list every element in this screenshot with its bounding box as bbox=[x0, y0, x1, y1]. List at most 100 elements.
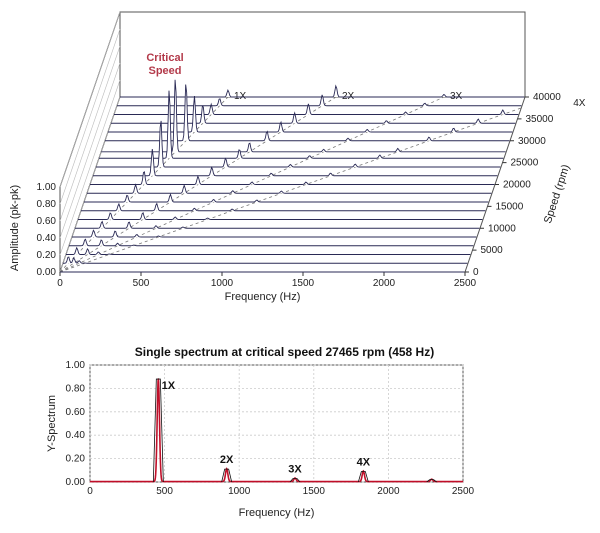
waterfall-plot: 0.00 0.20 0.40 0.60 0.80 1.00 0 500 1000 1500 2000… bbox=[9, 11, 586, 303]
spectrum-point bbox=[225, 469, 227, 471]
speed-tick-label: 40000 bbox=[533, 92, 561, 103]
spectrum-point bbox=[156, 420, 158, 422]
spectrum-trace bbox=[99, 90, 504, 159]
spectrum-point bbox=[159, 420, 160, 422]
y-tick-label: 0.00 bbox=[66, 477, 86, 488]
spectrum-point bbox=[363, 473, 365, 475]
amplitude-axis-title: Amplitude (pk-pk) bbox=[9, 185, 21, 271]
y-tick-label: 1.00 bbox=[66, 360, 86, 371]
x-tick-label: 1500 bbox=[303, 486, 326, 497]
spectrum-point bbox=[158, 390, 160, 392]
y-axis-title: Y-Spectrum bbox=[46, 395, 58, 452]
amplitude-gridline bbox=[59, 79, 121, 256]
speed-tick-label: 0 bbox=[473, 267, 479, 278]
spectrum-point bbox=[224, 475, 226, 477]
speed-tick-label: 15000 bbox=[496, 201, 524, 212]
critical-speed-label-line1: Critical bbox=[146, 52, 183, 64]
spectrum-point bbox=[158, 404, 160, 406]
spectrum-point bbox=[224, 477, 226, 479]
spectrum-point bbox=[223, 479, 225, 481]
y-tick-label: 0.60 bbox=[66, 407, 86, 418]
spectrum-point bbox=[159, 436, 161, 437]
spectrum-trace bbox=[81, 202, 486, 212]
speed-tick-label: 25000 bbox=[511, 158, 539, 169]
speed-tick-label: 5000 bbox=[481, 245, 504, 256]
spectrum-point bbox=[228, 478, 230, 480]
spectrum-trace bbox=[69, 238, 474, 247]
spectrum-point bbox=[227, 471, 228, 473]
spectrum-trace bbox=[84, 193, 489, 203]
spectrum-trace bbox=[87, 183, 492, 194]
speed-tick-label: 20000 bbox=[503, 180, 531, 191]
frequency-tick-label: 2500 bbox=[454, 278, 477, 289]
amplitude-tick-label: 1.00 bbox=[37, 182, 57, 193]
spectrum-trace bbox=[75, 220, 480, 229]
frequency-tick-label: 0 bbox=[57, 278, 63, 289]
spectrum-point bbox=[160, 477, 162, 479]
spectrum-point bbox=[364, 477, 366, 479]
spectrum-point bbox=[462, 481, 464, 482]
spectrum-point bbox=[228, 479, 230, 481]
spectrum-point bbox=[226, 469, 228, 471]
speed-tick-label: 35000 bbox=[526, 114, 554, 125]
amplitude-tick-label: 0.20 bbox=[37, 250, 57, 261]
x-tick-label: 2500 bbox=[452, 486, 475, 497]
spectrum-trace bbox=[62, 256, 468, 264]
spectrum-point bbox=[154, 477, 156, 479]
amplitude-tick-label: 0.00 bbox=[37, 267, 57, 278]
spectrum-point bbox=[225, 473, 226, 475]
spectrum-point bbox=[157, 404, 158, 406]
spectrum-trace bbox=[111, 105, 516, 124]
spectrum-point bbox=[160, 468, 162, 470]
spectrum-point bbox=[160, 474, 162, 475]
speed-axis-title: Speed (rpm) bbox=[542, 163, 572, 225]
x-tick-label: 1000 bbox=[228, 486, 251, 497]
spectrum-trace bbox=[105, 84, 510, 142]
peak-label: 3X bbox=[288, 463, 302, 475]
spectrum-point bbox=[228, 477, 229, 479]
peak-outline bbox=[289, 478, 301, 483]
spectrum-trace bbox=[93, 149, 498, 177]
spectrum-point bbox=[227, 473, 229, 475]
spectrum-point bbox=[155, 468, 157, 470]
spectrum-point bbox=[161, 479, 163, 481]
frequency-tick-label: 500 bbox=[133, 278, 150, 289]
amplitude-gridline bbox=[59, 28, 121, 205]
chart-title: Single spectrum at critical speed 27465 … bbox=[135, 345, 434, 359]
x-tick-label: 500 bbox=[156, 486, 173, 497]
peak-outline bbox=[357, 471, 369, 483]
spectrum-point bbox=[224, 478, 225, 480]
spectrum-point bbox=[158, 381, 160, 383]
frequency-tick-label: 2000 bbox=[373, 278, 396, 289]
x-tick-label: 0 bbox=[87, 486, 93, 497]
spectrum-point bbox=[154, 480, 156, 482]
spectrum-point bbox=[227, 475, 229, 477]
y-tick-label: 0.80 bbox=[66, 383, 86, 394]
plot-area bbox=[89, 364, 464, 483]
frequency-tick-label: 1500 bbox=[292, 278, 315, 289]
peak-label: 1X bbox=[162, 380, 176, 392]
spectrum-point bbox=[361, 477, 362, 479]
spectrum-point bbox=[159, 449, 161, 451]
amplitude-gridline bbox=[59, 45, 121, 222]
spectrum-trace bbox=[66, 246, 471, 255]
spectrum-point bbox=[160, 460, 161, 462]
amplitude-gridline bbox=[59, 11, 121, 188]
spectrum-point bbox=[156, 436, 158, 437]
spectrum-trace bbox=[78, 212, 483, 220]
spectrum-point bbox=[364, 476, 366, 478]
speed-tick-label: 30000 bbox=[518, 136, 546, 147]
x-tick-label: 2000 bbox=[377, 486, 400, 497]
spectrum-point bbox=[364, 474, 365, 476]
spectrum-trace bbox=[96, 120, 501, 168]
spectrum-point bbox=[155, 460, 157, 462]
x-axis-title: Frequency (Hz) bbox=[239, 507, 315, 519]
amplitude-tick-label: 0.40 bbox=[37, 233, 57, 244]
peak-outline bbox=[426, 479, 437, 483]
spectrum-point bbox=[362, 471, 364, 473]
peak-label: 4X bbox=[357, 456, 371, 468]
spectrum-point bbox=[154, 479, 156, 481]
spectrum-point bbox=[362, 473, 363, 475]
speed-tick-label: 10000 bbox=[488, 223, 516, 234]
spectrum-point bbox=[223, 480, 225, 482]
